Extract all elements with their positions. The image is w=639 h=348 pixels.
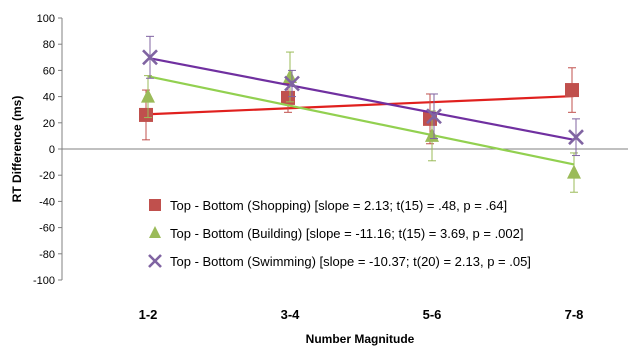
data-point [141,88,155,103]
data-point [281,90,295,105]
legend-label: Top - Bottom (Swimming) [slope = -10.37;… [170,254,531,269]
series-triangle [141,51,581,193]
y-tick-label: 0 [49,144,55,156]
y-tick-label: 20 [43,118,55,130]
legend: Top - Bottom (Shopping) [slope = 2.13; t… [148,198,531,269]
x-tick-label: 7-8 [565,307,584,322]
trend-line [147,75,575,166]
data-point [568,129,584,146]
data-point [426,108,442,125]
y-tick-label: -40 [39,196,55,208]
series-layer [139,35,584,193]
legend-entry: Top - Bottom (Swimming) [slope = -10.37;… [148,254,531,269]
y-tick-label: -80 [39,249,55,261]
series-x [142,35,584,157]
trend-line [147,94,575,116]
series-square [139,67,579,145]
x-tick-label: 5-6 [423,307,442,322]
y-tick-label: 100 [37,13,55,25]
y-tick-label: 40 [43,92,55,104]
x-axis-title: Number Magnitude [306,332,415,346]
legend-marker [149,226,161,238]
legend-marker [148,254,162,268]
x-tick-label: 3-4 [281,307,301,322]
legend-label: Top - Bottom (Building) [slope = -11.16;… [170,226,524,241]
y-tick-label: 80 [43,39,55,51]
x-axis-ticks: 1-2 3-4 5-6 7-8 [139,307,584,322]
data-point [142,49,158,66]
y-tick-label: -60 [39,223,55,235]
y-axis-ticks: -100 -80 -60 -40 -20 0 20 40 60 80 100 [33,13,62,287]
legend-entry: Top - Bottom (Building) [slope = -11.16;… [149,226,524,241]
legend-marker [149,199,161,211]
data-point [284,75,300,92]
y-tick-label: 60 [43,65,55,77]
trend-line [147,56,575,141]
y-tick-label: -20 [39,170,55,182]
y-axis-title: RT Difference (ms) [10,96,24,203]
legend-label: Top - Bottom (Shopping) [slope = 2.13; t… [170,198,507,213]
data-point [139,107,153,122]
data-point [567,164,581,179]
x-tick-label: 1-2 [139,307,158,322]
legend-entry: Top - Bottom (Shopping) [slope = 2.13; t… [149,198,507,213]
data-point [565,83,579,98]
y-tick-label: -100 [33,275,55,287]
